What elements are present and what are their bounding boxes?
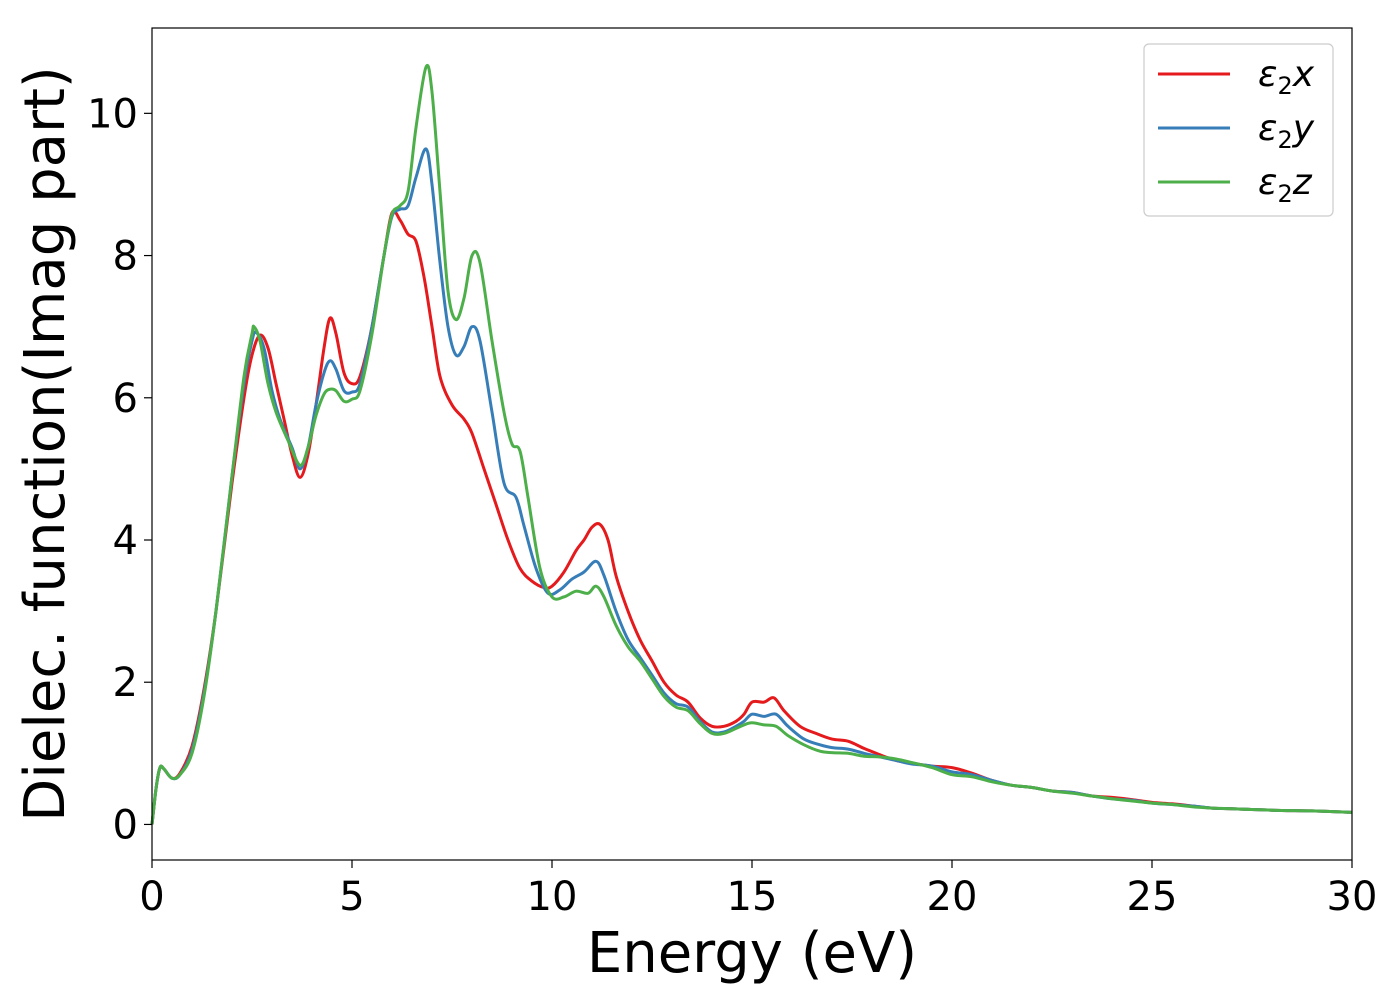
y-tick-label: 6 — [113, 376, 138, 422]
y-tick-label: 10 — [87, 91, 138, 137]
y-axis-title: Dielec. function(Imag part) — [13, 66, 78, 822]
x-axis-ticks: 0 5 10 15 20 25 30 — [139, 860, 1377, 920]
x-tick-label: 15 — [727, 874, 778, 920]
x-tick-label: 20 — [927, 874, 978, 920]
x-tick-label: 0 — [139, 874, 164, 920]
y-tick-label: 4 — [113, 518, 138, 564]
y-axis-ticks: 0 2 4 6 8 10 — [87, 91, 152, 848]
x-tick-label: 30 — [1327, 874, 1378, 920]
legend-label-x: ε2x — [1258, 54, 1315, 100]
legend-box — [1143, 43, 1334, 217]
legend: ε2x ε2y ε2z — [1143, 43, 1334, 217]
y-tick-label: 0 — [113, 802, 138, 848]
series-line-z — [150, 64, 1353, 825]
x-axis-title: Energy (eV) — [587, 921, 917, 986]
x-tick-label: 25 — [1127, 874, 1178, 920]
x-tick-label: 5 — [339, 874, 364, 920]
y-tick-label: 8 — [113, 234, 138, 280]
legend-label-z: ε2z — [1258, 162, 1313, 208]
legend-items: ε2x ε2y ε2z — [1158, 54, 1315, 208]
y-tick-label: 2 — [113, 660, 138, 706]
legend-label-y: ε2y — [1258, 108, 1315, 154]
series-layer — [150, 64, 1353, 825]
x-tick-label: 10 — [527, 874, 578, 920]
